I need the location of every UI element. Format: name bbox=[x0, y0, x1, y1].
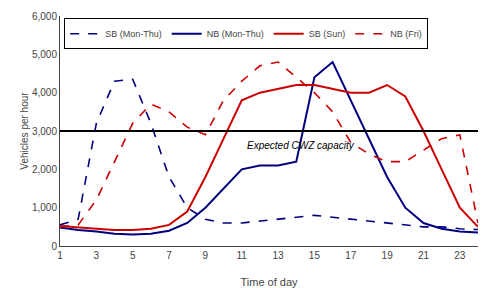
svg-text:7: 7 bbox=[166, 250, 172, 261]
svg-text:5: 5 bbox=[130, 250, 136, 261]
svg-text:SB (Sun): SB (Sun) bbox=[309, 29, 346, 39]
svg-text:13: 13 bbox=[273, 250, 285, 261]
svg-text:SB (Mon-Thu): SB (Mon-Thu) bbox=[105, 29, 162, 39]
svg-text:0: 0 bbox=[51, 241, 57, 252]
svg-text:15: 15 bbox=[309, 250, 321, 261]
svg-text:2,000: 2,000 bbox=[32, 164, 57, 175]
svg-text:3,000: 3,000 bbox=[32, 126, 57, 137]
svg-text:Vehicles per hour: Vehicles per hour bbox=[19, 92, 30, 170]
svg-text:11: 11 bbox=[237, 250, 248, 261]
svg-text:23: 23 bbox=[454, 250, 466, 261]
svg-text:4,000: 4,000 bbox=[32, 87, 57, 98]
svg-text:6,000: 6,000 bbox=[32, 11, 57, 22]
svg-text:3: 3 bbox=[94, 250, 100, 261]
svg-text:19: 19 bbox=[382, 250, 394, 261]
svg-text:1,000: 1,000 bbox=[32, 202, 57, 213]
svg-text:5,000: 5,000 bbox=[32, 49, 57, 60]
svg-text:1: 1 bbox=[57, 250, 63, 261]
svg-text:NB (Mon-Thu): NB (Mon-Thu) bbox=[207, 29, 264, 39]
svg-text:21: 21 bbox=[418, 250, 430, 261]
svg-text:9: 9 bbox=[203, 250, 209, 261]
svg-text:Time of day: Time of day bbox=[240, 276, 298, 288]
svg-text:Expected CWZ capacity: Expected CWZ capacity bbox=[247, 140, 355, 151]
svg-text:NB (Fri): NB (Fri) bbox=[390, 29, 422, 39]
svg-text:17: 17 bbox=[345, 250, 357, 261]
